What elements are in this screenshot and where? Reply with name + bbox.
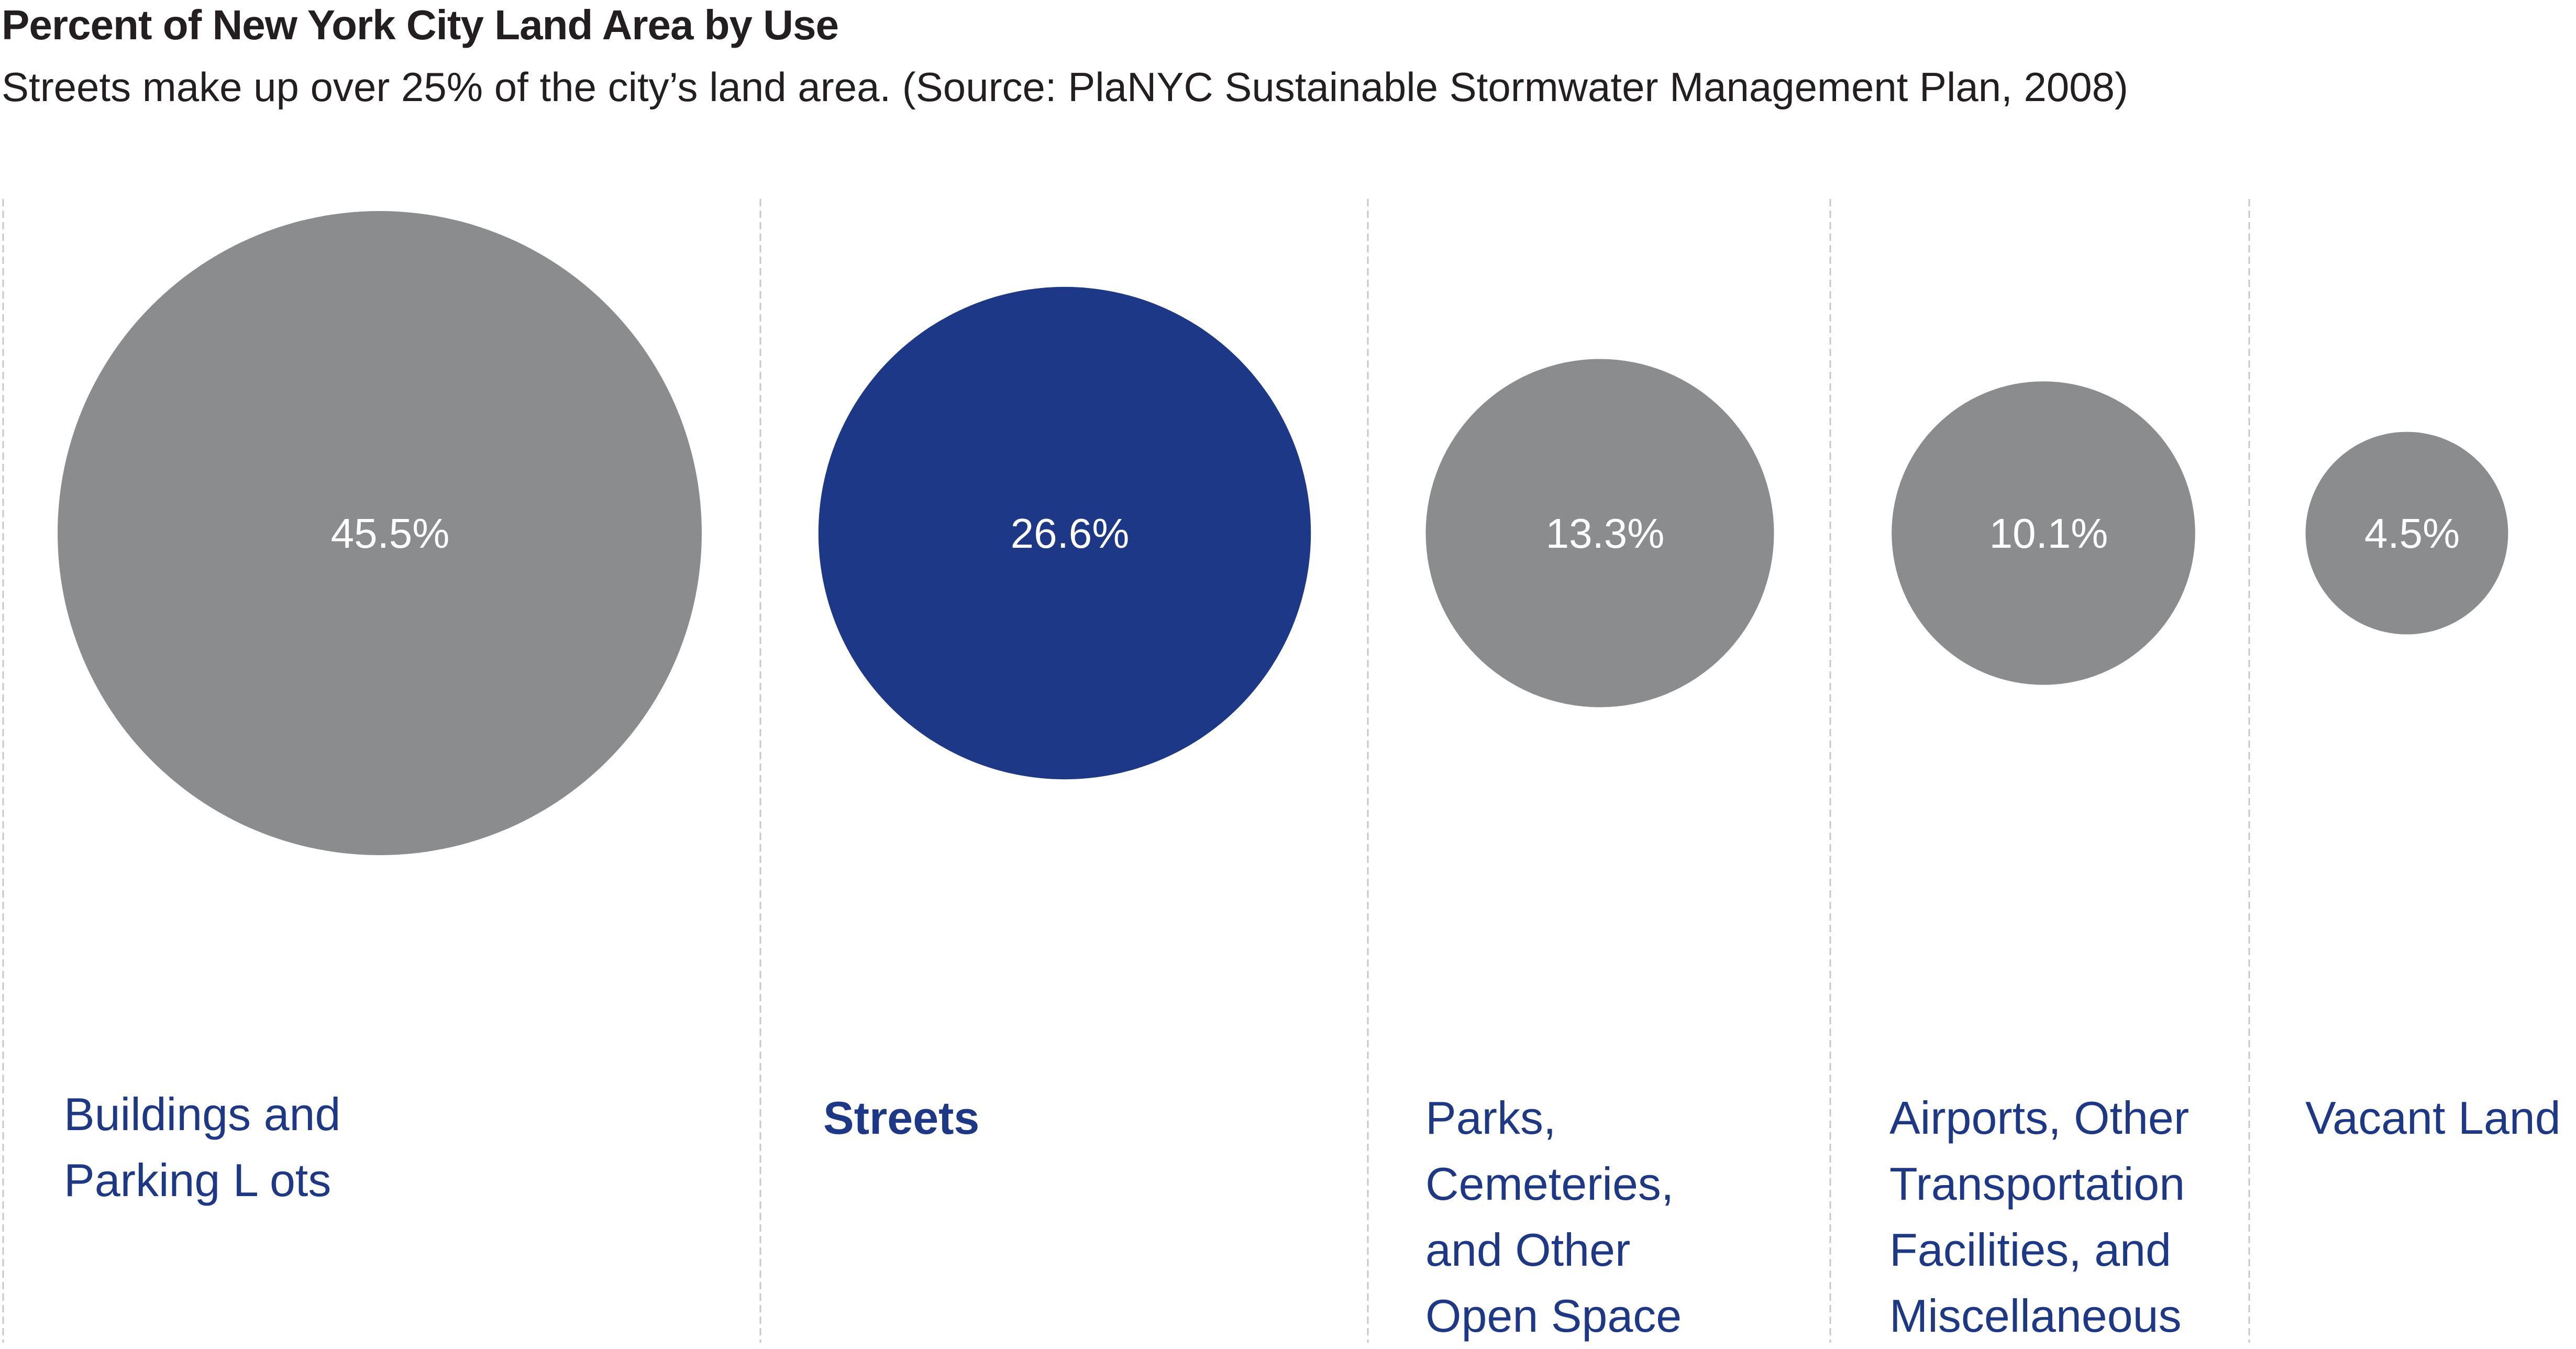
category-label-line: Parks,	[1425, 1092, 1556, 1144]
category-label-line: Miscellaneous	[1889, 1290, 2182, 1342]
category-label-line: Facilities, and	[1889, 1224, 2172, 1276]
category-label-5: Vacant Land	[2305, 1085, 2561, 1151]
bubble-value-label: 13.3%	[1546, 510, 1665, 557]
bubble-1	[58, 211, 702, 855]
bubble-5	[2305, 432, 2508, 635]
bubble-3	[1425, 359, 1774, 707]
category-label-line: Buildings and	[64, 1088, 341, 1140]
category-label-line: Airports, Other	[1889, 1092, 2190, 1144]
bubble-value-label: 10.1%	[1989, 510, 2108, 557]
category-label-line: Vacant Land	[2305, 1092, 2561, 1144]
bubble-4	[1892, 381, 2195, 685]
category-label-1: Buildings and Parking L ots	[64, 1081, 340, 1213]
category-label-line: and Other	[1425, 1224, 1631, 1276]
category-label-line: Transportation	[1889, 1158, 2185, 1210]
category-label-line: Open Space	[1425, 1290, 1682, 1342]
category-label-line: Parking L ots	[64, 1154, 331, 1206]
bubble-2	[818, 286, 1311, 780]
bubble-value-label: 26.6%	[1011, 510, 1130, 557]
chart-title: Percent of New York City Land Area by Us…	[2, 2, 839, 48]
bubble-value-label: 45.5%	[331, 510, 450, 557]
category-label-2: Streets	[823, 1085, 979, 1151]
category-label-3: Parks, Cemeteries, and Other Open Space	[1425, 1085, 1682, 1349]
category-label-line: Cemeteries,	[1425, 1158, 1674, 1210]
chart-subtitle: Streets make up over 25% of the city’s l…	[2, 64, 2128, 110]
bubble-value-label: 4.5%	[2364, 510, 2460, 557]
category-label-4: Airports, Other Transportation Facilities,…	[1889, 1085, 2189, 1349]
category-label-line: Streets	[823, 1092, 980, 1144]
